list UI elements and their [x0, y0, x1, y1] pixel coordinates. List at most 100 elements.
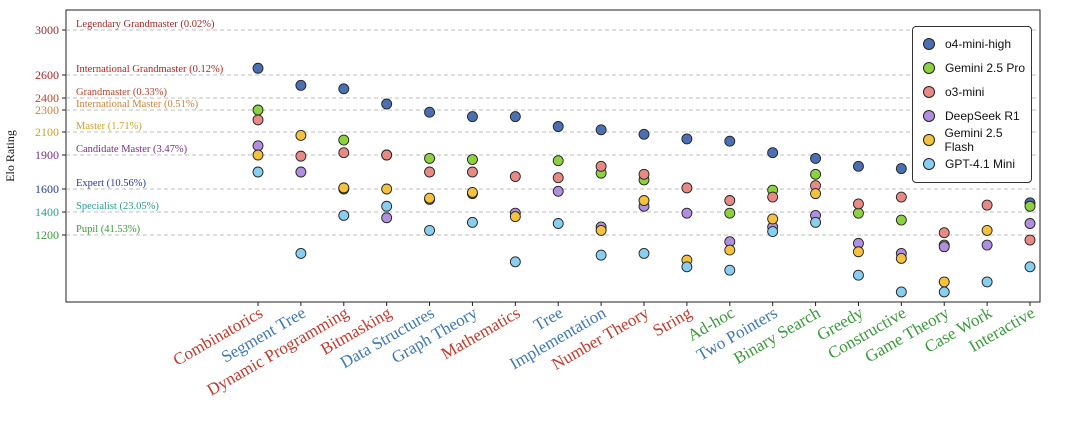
data-point-gemini-2-5-pro	[552, 155, 564, 167]
data-point-o3-mini	[424, 166, 436, 178]
data-point-gemini-2-5-flash	[595, 224, 607, 236]
data-point-gpt-4-1-mini	[338, 209, 350, 221]
data-point-gpt-4-1-mini	[381, 200, 393, 212]
data-point-o3-mini	[295, 150, 307, 162]
tier-label-6: Expert (10.56%)	[76, 178, 146, 189]
data-point-deepseek-r1	[552, 185, 564, 197]
data-point-o4-mini-high	[681, 133, 693, 145]
data-point-gpt-4-1-mini	[424, 224, 436, 236]
data-point-o4-mini-high	[852, 160, 864, 172]
data-point-gpt-4-1-mini	[252, 166, 264, 178]
legend-label: Gemini 2.5 Flash	[944, 126, 1003, 154]
legend-label: o3-mini	[945, 85, 985, 99]
data-point-deepseek-r1	[981, 239, 993, 251]
data-point-gpt-4-1-mini	[895, 286, 907, 298]
data-point-gemini-2-5-pro	[724, 207, 736, 219]
data-point-gemini-2-5-pro	[252, 104, 264, 116]
data-point-gpt-4-1-mini	[466, 216, 478, 228]
legend-item: Gemini 2.5 Flash	[923, 126, 1031, 154]
chart-legend: o4-mini-high Gemini 2.5 Pro o3-mini DeepSee…	[912, 26, 1032, 183]
data-point-o3-mini	[724, 195, 736, 206]
tier-label-5: Candidate Master (3.47%)	[76, 144, 188, 155]
legend-label: GPT-4.1 Mini	[945, 157, 1016, 171]
data-point-gemini-2-5-flash	[767, 213, 779, 225]
data-point-gpt-4-1-mini	[509, 256, 521, 268]
data-point-o4-mini-high	[810, 152, 822, 164]
data-point-o3-mini	[681, 182, 693, 194]
data-point-gpt-4-1-mini	[938, 286, 950, 298]
data-point-o3-mini	[767, 191, 779, 203]
data-point-gemini-2-5-flash	[638, 195, 650, 206]
tier-label-7: Specialist (23.05%)	[76, 201, 159, 212]
data-point-gemini-2-5-flash	[981, 224, 993, 236]
data-point-o4-mini-high	[295, 79, 307, 91]
data-point-gemini-2-5-flash	[938, 276, 950, 288]
data-point-gpt-4-1-mini	[295, 247, 307, 259]
plot-frame	[65, 9, 1041, 303]
data-point-gemini-2-5-flash	[381, 183, 393, 195]
data-point-gemini-2-5-flash	[338, 182, 350, 194]
data-point-o4-mini-high	[338, 83, 350, 95]
legend-marker	[923, 110, 935, 122]
data-point-deepseek-r1	[381, 212, 393, 224]
data-point-deepseek-r1	[681, 207, 693, 219]
y-tick-label: 1900	[35, 148, 59, 162]
tier-label-4: Master (1.71%)	[76, 121, 142, 132]
tier-label-8: Pupil (41.53%)	[76, 224, 141, 235]
data-point-gemini-2-5-pro	[338, 134, 350, 146]
data-point-o3-mini	[1024, 234, 1036, 246]
data-point-gemini-2-5-flash	[424, 192, 436, 204]
data-point-gemini-2-5-flash	[295, 129, 307, 141]
y-tick-label: 2300	[35, 103, 59, 117]
data-point-gpt-4-1-mini	[852, 269, 864, 281]
legend-item: o3-mini	[923, 83, 984, 101]
data-point-deepseek-r1	[938, 241, 950, 253]
y-tick-label: 1200	[35, 228, 59, 242]
data-point-gemini-2-5-flash	[466, 186, 478, 198]
data-point-gemini-2-5-flash	[509, 211, 521, 223]
data-point-o3-mini	[595, 160, 607, 172]
data-point-o3-mini	[938, 227, 950, 239]
legend-item: DeepSeek R1	[923, 107, 1020, 125]
data-point-gpt-4-1-mini	[638, 247, 650, 259]
data-point-o4-mini-high	[724, 135, 736, 147]
data-point-o3-mini	[338, 147, 350, 159]
y-tick-label: 2600	[35, 68, 59, 82]
data-point-gemini-2-5-flash	[895, 253, 907, 264]
data-point-o4-mini-high	[638, 128, 650, 140]
data-point-o4-mini-high	[252, 62, 264, 74]
legend-marker	[923, 38, 935, 50]
legend-marker	[923, 134, 935, 146]
y-tick-label: 1600	[35, 182, 59, 196]
legend-label: DeepSeek R1	[945, 109, 1020, 123]
data-point-gpt-4-1-mini	[810, 216, 822, 228]
data-point-gpt-4-1-mini	[724, 264, 736, 276]
data-point-gemini-2-5-flash	[852, 246, 864, 258]
data-point-gpt-4-1-mini	[552, 218, 564, 229]
data-point-gemini-2-5-pro	[466, 154, 478, 165]
data-point-o4-mini-high	[381, 98, 393, 110]
legend-label: Gemini 2.5 Pro	[945, 61, 1026, 75]
y-axis-label: Elo Rating	[3, 130, 17, 182]
data-point-gemini-2-5-pro	[810, 168, 822, 180]
y-tick-label: 2100	[35, 125, 59, 139]
data-point-gemini-2-5-pro	[895, 214, 907, 226]
data-point-o3-mini	[552, 172, 564, 184]
data-point-gpt-4-1-mini	[1024, 261, 1036, 273]
data-point-o3-mini	[509, 171, 521, 182]
data-point-o4-mini-high	[767, 147, 779, 159]
legend-item: Gemini 2.5 Pro	[923, 59, 1025, 77]
data-point-deepseek-r1	[252, 140, 264, 152]
y-tick-label: 3000	[35, 23, 59, 37]
legend-item: GPT-4.1 Mini	[923, 155, 1015, 173]
data-point-o3-mini	[981, 199, 993, 211]
tier-label-2: Grandmaster (0.33%)	[76, 87, 167, 98]
legend-label: o4-mini-high	[945, 37, 1012, 51]
y-tick-label: 2400	[35, 91, 59, 105]
data-point-o4-mini-high	[466, 111, 478, 123]
data-point-deepseek-r1	[1024, 218, 1036, 229]
data-point-gemini-2-5-pro	[424, 152, 436, 164]
data-point-o4-mini-high	[424, 106, 436, 118]
data-point-o4-mini-high	[595, 124, 607, 136]
